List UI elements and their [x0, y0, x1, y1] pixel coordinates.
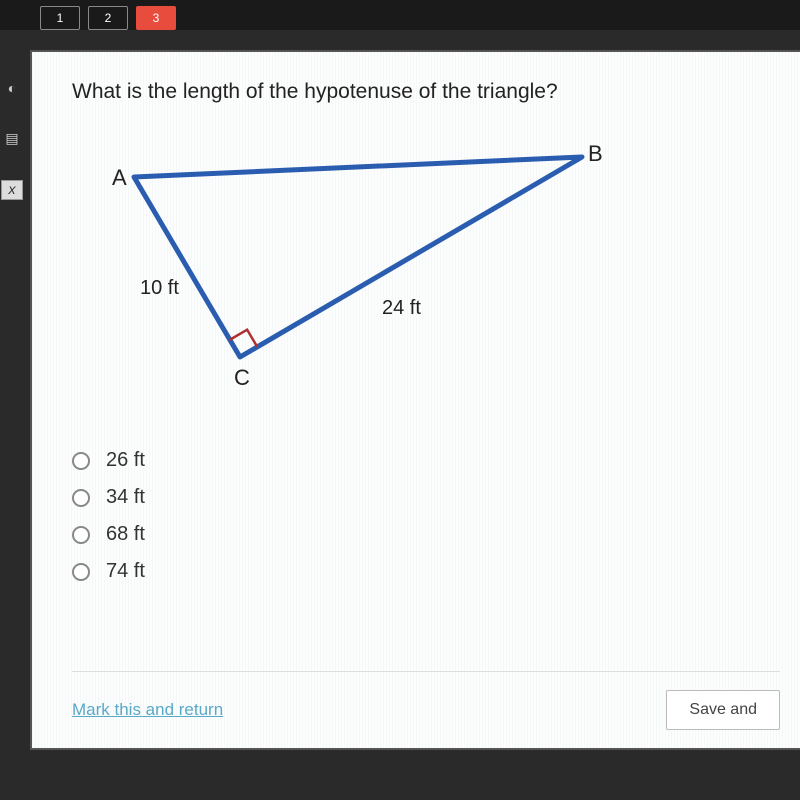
side-label-cb: 24 ft: [382, 297, 421, 320]
mark-return-link[interactable]: Mark this and return: [72, 700, 223, 720]
radio-icon: [72, 563, 90, 581]
question-panel: What is the length of the hypotenuse of …: [30, 50, 800, 750]
option-d[interactable]: 74 ft: [72, 560, 770, 583]
option-text: 68 ft: [106, 523, 145, 546]
option-text: 34 ft: [106, 486, 145, 509]
save-button[interactable]: Save and: [666, 690, 780, 730]
vertex-label-b: B: [588, 141, 603, 167]
top-bar: 1 2 3: [0, 0, 800, 30]
option-c[interactable]: 68 ft: [72, 523, 770, 546]
option-a[interactable]: 26 ft: [72, 449, 770, 472]
triangle-figure: A B C 10 ft 24 ft: [92, 149, 612, 419]
radio-icon: [72, 489, 90, 507]
vertex-label-c: C: [234, 365, 250, 391]
option-text: 26 ft: [106, 449, 145, 472]
radio-icon: [72, 526, 90, 544]
tool-icon-2[interactable]: ▤: [2, 130, 22, 150]
tool-icon-1[interactable]: ◐: [2, 80, 22, 100]
side-label-ac: 10 ft: [140, 277, 179, 300]
footer-row: Mark this and return Save and: [72, 671, 780, 730]
step-2[interactable]: 2: [88, 6, 128, 30]
question-prompt: What is the length of the hypotenuse of …: [72, 80, 770, 104]
option-text: 74 ft: [106, 560, 145, 583]
triangle-svg: [92, 149, 612, 389]
left-sidebar: ◐ ▤ x: [0, 40, 24, 200]
step-3[interactable]: 3: [136, 6, 176, 30]
step-1[interactable]: 1: [40, 6, 80, 30]
answer-options: 26 ft 34 ft 68 ft 74 ft: [72, 449, 770, 583]
option-b[interactable]: 34 ft: [72, 486, 770, 509]
vertex-label-a: A: [112, 165, 127, 191]
radio-icon: [72, 452, 90, 470]
tool-icon-3[interactable]: x: [1, 180, 23, 200]
